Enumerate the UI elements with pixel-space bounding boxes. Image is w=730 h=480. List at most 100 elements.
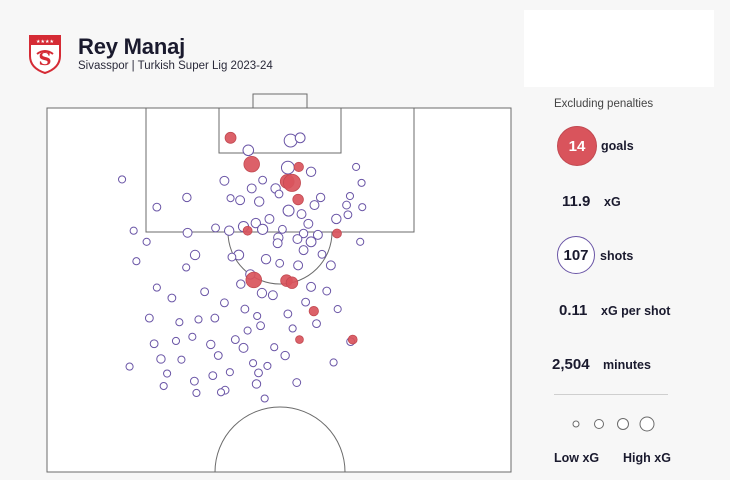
shot-point bbox=[189, 249, 201, 261]
shot-point bbox=[263, 361, 272, 370]
shot-point bbox=[292, 234, 303, 244]
shot-point bbox=[270, 343, 279, 352]
shot-point bbox=[206, 339, 216, 350]
shot-point bbox=[213, 351, 223, 360]
shot-point bbox=[356, 237, 365, 246]
goal-point bbox=[292, 193, 304, 206]
center-circle bbox=[214, 406, 346, 473]
shot-point bbox=[177, 355, 186, 364]
shot-point bbox=[258, 175, 268, 185]
shot-point bbox=[152, 283, 161, 292]
shot-point bbox=[220, 298, 229, 308]
xg-label: xG bbox=[604, 195, 621, 209]
goal-point bbox=[243, 155, 260, 173]
subtitle: Sivasspor | Turkish Super Lig 2023-24 bbox=[78, 60, 273, 72]
shot-point bbox=[253, 311, 262, 321]
shot-point bbox=[288, 324, 297, 333]
shot-point bbox=[156, 354, 166, 364]
legend-circle-l bbox=[639, 416, 655, 432]
shot-point bbox=[250, 217, 261, 229]
shot-point bbox=[256, 287, 268, 299]
shot-point bbox=[309, 200, 320, 211]
shot-point bbox=[182, 227, 193, 238]
shot-point bbox=[257, 223, 269, 235]
shots-layer bbox=[118, 132, 367, 403]
goal-point bbox=[347, 334, 358, 345]
goal-point bbox=[332, 228, 342, 239]
shots-value: 107 bbox=[563, 246, 589, 264]
minutes-value: 2,504 bbox=[552, 356, 590, 373]
shot-point bbox=[317, 249, 327, 259]
shot-point bbox=[189, 376, 199, 386]
shot-point bbox=[223, 225, 235, 236]
goal-frame bbox=[252, 93, 308, 109]
shot-point bbox=[345, 191, 355, 201]
shot-point bbox=[294, 132, 306, 144]
shot-point bbox=[192, 388, 201, 398]
goal-point bbox=[295, 335, 304, 344]
shot-point bbox=[256, 321, 265, 331]
pitch-outline bbox=[46, 107, 512, 473]
xg-per-shot-label: xG per shot bbox=[601, 304, 671, 318]
shot-point bbox=[254, 196, 265, 207]
shot-point bbox=[208, 371, 218, 381]
shot-point bbox=[283, 309, 293, 319]
xg-per-shot-value: 0.11 bbox=[559, 302, 588, 319]
shot-point bbox=[167, 293, 177, 303]
goals-label: goals bbox=[601, 139, 634, 153]
shot-point bbox=[260, 394, 269, 403]
svg-text:★★★★: ★★★★ bbox=[36, 39, 54, 45]
shot-point bbox=[225, 368, 234, 377]
shot-point bbox=[325, 260, 336, 271]
shot-point bbox=[282, 204, 295, 217]
shot-point bbox=[315, 192, 326, 203]
shot-point bbox=[251, 379, 262, 389]
shot-point bbox=[331, 213, 342, 225]
goal-point bbox=[308, 306, 319, 317]
shot-point bbox=[236, 279, 246, 289]
goals-value: 14 bbox=[568, 137, 586, 155]
shot-point bbox=[149, 339, 159, 349]
shot-point bbox=[352, 162, 361, 171]
shot-point bbox=[249, 359, 258, 368]
shot-point bbox=[171, 336, 181, 346]
xg-value: 11.9 bbox=[562, 193, 591, 210]
excluding-penalties-note: Excluding penalties bbox=[554, 98, 654, 110]
low-xg-label: Low xG bbox=[554, 451, 600, 465]
shots-label: shots bbox=[600, 249, 634, 263]
legend-circle-m bbox=[617, 418, 629, 430]
shot-point bbox=[322, 286, 332, 296]
shot-point bbox=[357, 178, 366, 187]
shot-point bbox=[312, 229, 323, 240]
shot-point bbox=[260, 253, 272, 265]
shot-point bbox=[227, 252, 237, 262]
shot-point bbox=[175, 318, 184, 327]
goals-layer bbox=[224, 131, 358, 345]
shot-point bbox=[343, 210, 353, 220]
shot-point bbox=[312, 319, 321, 329]
shot-point bbox=[129, 226, 138, 235]
shot-point bbox=[358, 203, 367, 212]
shot-point bbox=[182, 192, 192, 203]
shot-point bbox=[226, 194, 235, 203]
shot-point bbox=[272, 238, 283, 249]
shot-point bbox=[267, 290, 278, 301]
shot-point bbox=[235, 195, 246, 206]
blank-panel bbox=[524, 10, 714, 87]
svg-text:S: S bbox=[39, 49, 52, 70]
shot-point bbox=[216, 388, 226, 397]
shot-point bbox=[118, 175, 127, 184]
shot-point bbox=[242, 144, 255, 157]
pitch-markings bbox=[46, 93, 512, 473]
shot-point bbox=[306, 281, 317, 292]
shot-point bbox=[275, 258, 285, 268]
shot-point bbox=[163, 369, 172, 378]
shot-point bbox=[342, 200, 351, 210]
shot-point bbox=[280, 350, 290, 361]
shot-point bbox=[303, 218, 314, 229]
shot-point bbox=[301, 297, 311, 307]
shot-point bbox=[333, 305, 342, 314]
shot-point bbox=[240, 304, 250, 314]
shot-point bbox=[238, 342, 249, 353]
goal-point bbox=[285, 276, 299, 289]
